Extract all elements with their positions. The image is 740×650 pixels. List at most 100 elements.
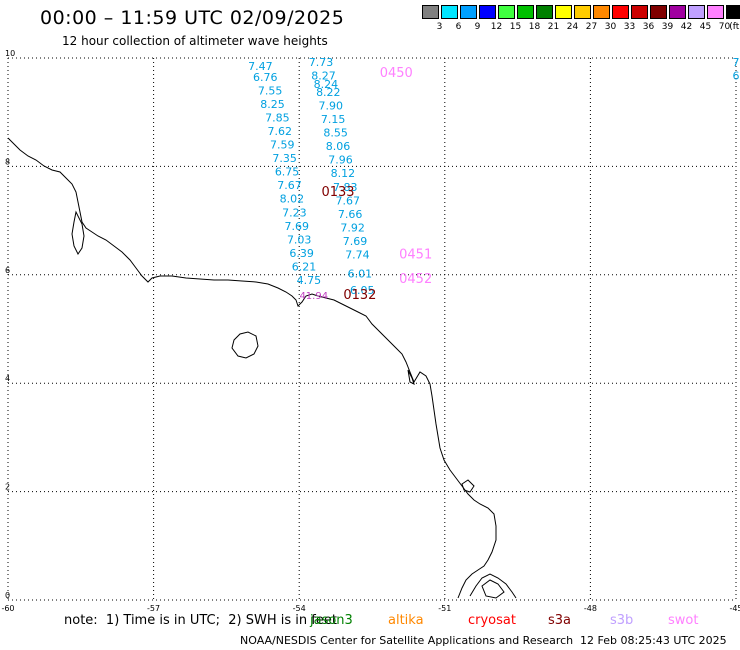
river-mouth xyxy=(407,369,415,385)
wave-height-value: 7.90 xyxy=(318,99,343,112)
coastline-north xyxy=(7,137,497,599)
wave-height-value: 7.03 xyxy=(287,233,312,246)
legend-swatch xyxy=(688,5,705,19)
wave-height-value: 7.59 xyxy=(270,139,295,152)
wave-height-value: 8.06 xyxy=(326,140,351,153)
wave-height-value: 8.55 xyxy=(323,127,348,140)
satellite-label-s3b: s3b xyxy=(610,613,634,628)
credit-line: NOAA/NESDIS Center for Satellite Applica… xyxy=(240,634,574,647)
legend-swatch xyxy=(707,5,724,19)
map-grid xyxy=(7,57,737,601)
wave-height-value: 6.39 xyxy=(289,247,314,260)
marajo-island xyxy=(481,579,505,599)
y-tick-label: 2 xyxy=(5,483,10,492)
wave-height-value: 7.66 xyxy=(338,208,363,221)
y-tick-label: 10 xyxy=(5,49,15,58)
wave-height-value: 7.62 xyxy=(268,125,293,138)
satellite-label-altika: altika xyxy=(388,613,424,628)
wave-height-value: 7.73 xyxy=(309,56,334,69)
wave-height-value: 7.96 xyxy=(328,154,353,167)
pass-time-label: 0132 xyxy=(343,288,376,303)
wave-height-value: 6.21 xyxy=(292,260,317,273)
x-tick-label: -54 xyxy=(293,604,306,613)
legend-label: 36 xyxy=(642,22,655,32)
y-tick-label: 8 xyxy=(5,157,10,166)
legend-swatch xyxy=(612,5,629,19)
wave-height-value: 7 xyxy=(733,56,740,69)
legend-swatch xyxy=(441,5,458,19)
legend-label: 9 xyxy=(474,22,481,32)
orinoco-delta xyxy=(71,210,85,255)
footer-note: note: 1) Time is in UTC; 2) SWH is in fe… xyxy=(64,613,337,628)
pass-time-label: 0133 xyxy=(321,185,354,200)
map-title: 00:00 – 11:59 UTC 02/09/2025 xyxy=(40,7,345,29)
wave-height-value: 6.76 xyxy=(253,71,278,84)
legend-label: 12 xyxy=(490,22,503,32)
pass-time-label: 0451 xyxy=(399,248,432,263)
wave-height-value: 6 xyxy=(733,70,740,83)
wave-height-value: 6.05 xyxy=(350,284,375,297)
marajo-coast xyxy=(469,573,517,599)
wave-height-value: 7.15 xyxy=(321,113,346,126)
wave-height-value: 7.55 xyxy=(258,84,283,97)
x-tick-label: -48 xyxy=(584,604,597,613)
legend-swatch xyxy=(479,5,496,19)
legend-swatch xyxy=(555,5,572,19)
y-tick-label: 4 xyxy=(5,374,10,383)
wave-height-value: 8.24 xyxy=(314,78,339,91)
legend-swatch xyxy=(669,5,686,19)
map-subtitle: 12 hour collection of altimeter wave hei… xyxy=(62,34,328,48)
wave-height-value: 7.67 xyxy=(277,179,302,192)
wave-height-value: 7.35 xyxy=(272,152,297,165)
x-tick-label: -60 xyxy=(1,604,14,613)
y-tick-label: 0 xyxy=(5,591,10,600)
wave-height-value: 7.67 xyxy=(335,194,360,207)
wave-height-value: 8.25 xyxy=(260,98,285,111)
legend-label: 3 xyxy=(436,22,443,32)
legend-label: 45 xyxy=(699,22,712,32)
legend-label: 21 xyxy=(547,22,560,32)
legend-swatch xyxy=(422,5,439,19)
wave-height-value: 7.69 xyxy=(343,235,368,248)
generated-timestamp: 12 Feb 08:25:43 UTC 2025 xyxy=(580,634,727,647)
wave-height-value: 7.47 xyxy=(248,60,273,73)
legend-swatch xyxy=(650,5,667,19)
wave-height-value: 8.02 xyxy=(280,193,305,206)
wave-height-value: 7.69 xyxy=(285,220,310,233)
legend-label: 6 xyxy=(455,22,462,32)
legend-swatch xyxy=(536,5,553,19)
legend-label: 70 xyxy=(718,22,731,32)
satellite-label-swot: swot xyxy=(668,613,699,628)
wave-height-value: 7.74 xyxy=(345,249,370,262)
x-tick-label: -45 xyxy=(729,604,740,613)
legend-swatch xyxy=(593,5,610,19)
pass-time-label: 0450 xyxy=(380,66,413,81)
wave-height-value: 8.27 xyxy=(311,70,336,83)
wave-height-value: 7.23 xyxy=(282,206,307,219)
legend-swatch xyxy=(726,5,740,19)
pass-time-label: 0452 xyxy=(399,272,432,287)
wave-height-value: 7.83 xyxy=(333,181,358,194)
legend-swatch xyxy=(517,5,534,19)
wave-height-values: 7.476.767.558.257.857.627.597.356.757.67… xyxy=(248,56,739,303)
x-tick-label: -51 xyxy=(438,604,451,613)
legend-label: 18 xyxy=(528,22,541,32)
satellite-label-cryosat: cryosat xyxy=(468,613,516,628)
wave-height-value: 6.01 xyxy=(348,268,373,281)
legend-swatch xyxy=(574,5,591,19)
wave-height-value: 4.75 xyxy=(297,274,322,287)
wave-height-value: 41.94 xyxy=(299,291,328,302)
wave-height-value: 7.85 xyxy=(265,111,290,124)
satellite-label-s3a: s3a xyxy=(548,613,572,628)
satellite-label-jason3: jason3 xyxy=(310,613,353,628)
legend-label: 39 xyxy=(661,22,674,32)
legend-swatch xyxy=(631,5,648,19)
legend-label: 42 xyxy=(680,22,693,32)
legend-label: 27 xyxy=(585,22,598,32)
legend-label: 30 xyxy=(604,22,617,32)
legend-label: 33 xyxy=(623,22,636,32)
wave-height-value: 8.22 xyxy=(316,86,341,99)
axis-ticks: -60 -57 -54 -51 -48 -45 0 2 4 6 8 10 xyxy=(1,49,740,613)
coastline xyxy=(7,137,517,599)
